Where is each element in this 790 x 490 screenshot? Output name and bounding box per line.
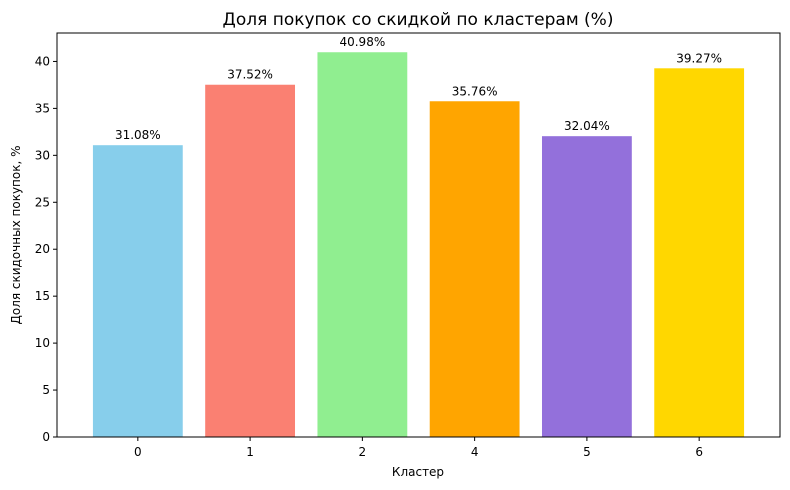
- y-tick-label: 25: [35, 195, 50, 209]
- bar-value-label: 39.27%: [676, 51, 722, 65]
- y-tick-label: 10: [35, 336, 50, 350]
- y-tick-label: 0: [42, 430, 50, 444]
- chart-title: Доля покупок со скидкой по кластерам (%): [223, 10, 614, 30]
- x-axis-label: Кластер: [392, 465, 444, 479]
- bar-cluster-1: [205, 84, 296, 438]
- bar-value-label: 31.08%: [115, 128, 161, 142]
- bar-value-label: 32.04%: [564, 119, 610, 133]
- x-tick-label: 2: [359, 445, 367, 459]
- x-tick-label: 6: [695, 445, 703, 459]
- bar-cluster-0: [92, 145, 183, 437]
- y-tick-label: 15: [35, 289, 50, 303]
- bar-value-label: 35.76%: [452, 84, 498, 98]
- bar-cluster-4: [429, 101, 520, 438]
- bar-cluster-2: [317, 52, 408, 437]
- bar-value-label: 40.98%: [339, 35, 385, 49]
- y-axis-label: Доля скидочных покупок, %: [9, 145, 23, 324]
- x-tick-label: 0: [134, 445, 142, 459]
- y-tick-label: 35: [35, 101, 50, 115]
- bars-group: [92, 52, 745, 438]
- y-tick-label: 20: [35, 242, 50, 256]
- bar-value-labels: 31.08% 37.52% 40.98% 35.76% 32.04% 39.27%: [115, 35, 722, 142]
- x-tick-label: 5: [583, 445, 591, 459]
- y-axis: 0 5 10 15 20 25 30 35 40: [35, 54, 57, 444]
- y-tick-label: 30: [35, 148, 50, 162]
- bar-cluster-6: [654, 68, 745, 437]
- x-tick-label: 1: [246, 445, 254, 459]
- plot-frame: [56, 32, 781, 438]
- y-tick-label: 40: [35, 54, 50, 68]
- x-axis: 0 1 2 4 5 6: [134, 437, 703, 459]
- bar-cluster-5: [541, 136, 632, 437]
- bar-value-label: 37.52%: [227, 68, 273, 82]
- x-tick-label: 4: [471, 445, 479, 459]
- y-tick-label: 5: [42, 383, 50, 397]
